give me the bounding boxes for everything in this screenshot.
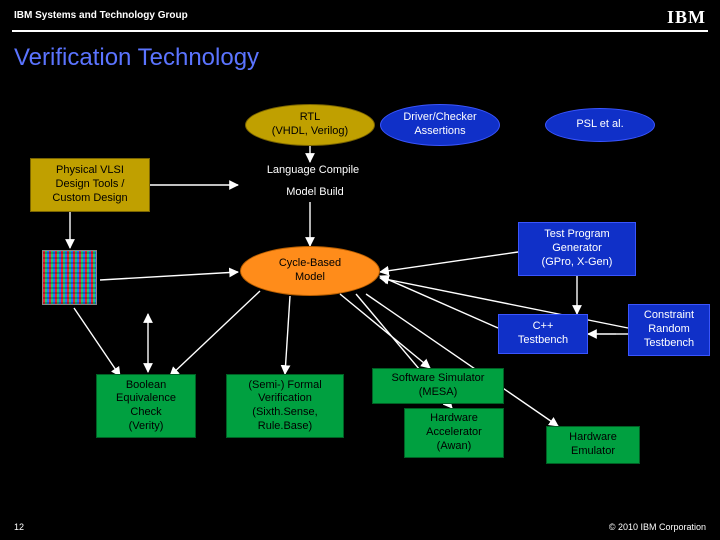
node-tpg: Test ProgramGenerator(GPro, X-Gen) [518,222,636,276]
slide-title: Verification Technology [14,44,259,72]
node-mesa: Software Simulator(MESA) [372,368,504,404]
header-rule [12,30,708,32]
node-cpptb: C++Testbench [498,314,588,354]
node-hemu: HardwareEmulator [546,426,640,464]
slide: IBM Systems and Technology Group IBM Ver… [0,0,720,540]
edge-9 [340,294,430,368]
node-rtl: RTL(VHDL, Verilog) [245,104,375,146]
page-number: 12 [14,522,24,532]
node-awan: HardwareAccelerator(Awan) [404,408,504,458]
node-bec: BooleanEquivalenceCheck(Verity) [96,374,196,438]
logo-text: IBM [667,7,706,28]
node-drv: Driver/CheckerAssertions [380,104,500,146]
edge-12 [380,252,518,272]
edge-8 [285,296,290,374]
chip-image [42,250,97,305]
node-langc: Language Compile [238,162,388,180]
copyright: © 2010 IBM Corporation [609,522,706,532]
diagram: RTL(VHDL, Verilog)Driver/CheckerAssertio… [0,86,720,506]
header-group-text: IBM Systems and Technology Group [14,10,188,21]
node-cycle: Cycle-BasedModel [240,246,380,296]
node-phys: Physical VLSIDesign Tools /Custom Design [30,158,150,212]
edge-7 [170,291,260,376]
node-psl: PSL et al. [545,108,655,142]
edge-5 [100,272,238,280]
ibm-logo: IBM [667,6,706,28]
node-formal: (Semi-) FormalVerification(Sixth.Sense,R… [226,374,344,438]
node-crtb: ConstraintRandomTestbench [628,304,710,356]
edge-13 [380,276,498,328]
edge-4 [74,308,120,376]
node-mbuild: Model Build [260,184,370,202]
